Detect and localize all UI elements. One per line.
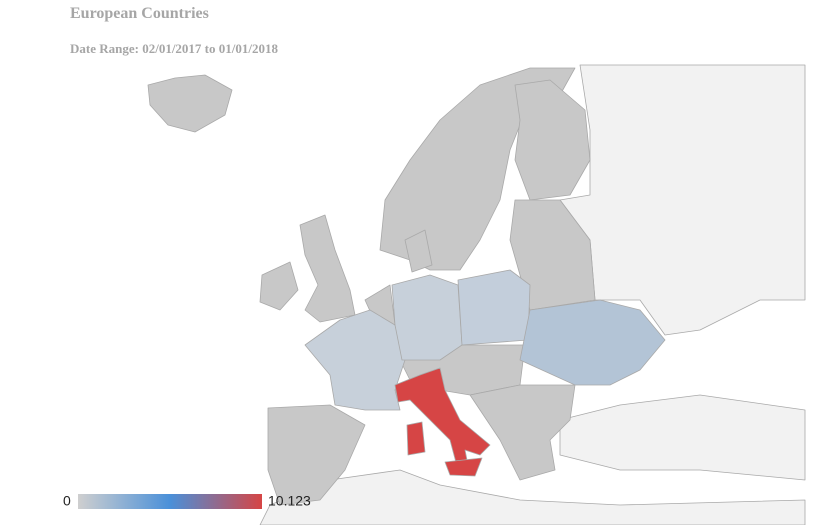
finland [514, 79, 591, 201]
poland [457, 269, 531, 346]
sicily [444, 457, 483, 477]
uk [299, 214, 356, 323]
title: European Countries [70, 5, 209, 22]
legend-min: 0 [63, 493, 71, 509]
subtitle: Date Range: 02/01/2017 to 01/01/2018 [70, 41, 278, 56]
legend-scale [78, 494, 262, 509]
legend-max: 10.123 [268, 493, 311, 509]
russia [559, 64, 806, 336]
asia-minor [559, 394, 806, 481]
italy [394, 367, 491, 476]
balkans [469, 384, 576, 481]
germany [391, 274, 463, 361]
iberia [267, 404, 366, 506]
ireland [259, 261, 299, 311]
africa [259, 469, 806, 525]
iceland [147, 74, 233, 133]
denmark [404, 229, 433, 273]
ukraine [519, 299, 666, 386]
france [304, 309, 406, 411]
sardinia [406, 421, 426, 456]
